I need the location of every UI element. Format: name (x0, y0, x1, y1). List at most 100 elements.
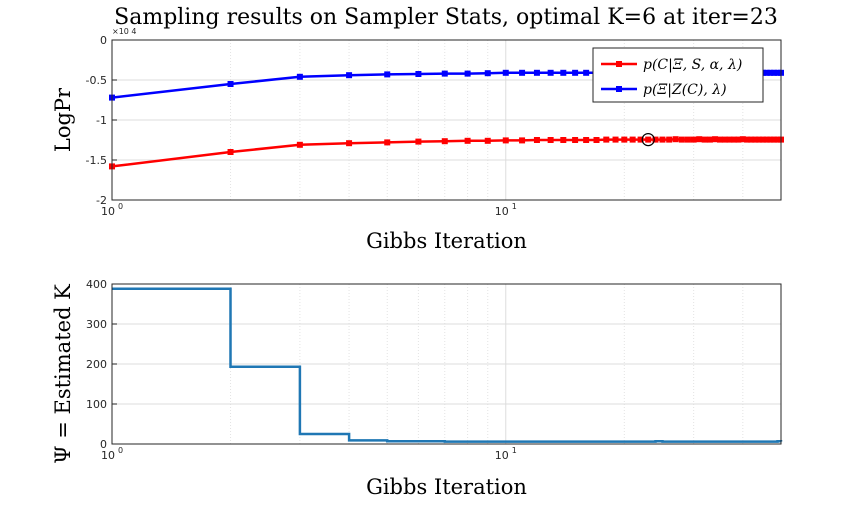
series-0-marker (533, 137, 540, 143)
estimated-k-y-tick-label: 300 (86, 318, 107, 331)
series-0-marker (672, 136, 679, 143)
series-0-marker (706, 136, 713, 143)
estimated-k-y-axis-label: Ψ = Estimated K (51, 284, 75, 464)
series-0-marker (759, 136, 766, 143)
estimated-k-step-line (112, 287, 783, 443)
series-0-marker (659, 136, 666, 143)
logpr-x-tick-exponent: 0 (118, 202, 123, 211)
logpr-x-tick-label: 10 (101, 205, 115, 218)
series-1-marker (464, 70, 471, 77)
series-0-marker (731, 136, 738, 143)
series-1-marker (560, 69, 567, 76)
estimated-k-series-layer (112, 287, 783, 443)
series-0-marker (721, 136, 728, 143)
series-0-marker (637, 136, 644, 143)
series-1-marker (384, 71, 391, 78)
logpr-y-tick-label: -0.5 (86, 74, 107, 87)
estimated-k-x-tick-label: 10 (101, 449, 115, 462)
estimated-k-y-tick-label: 200 (86, 358, 107, 371)
series-0-marker (603, 136, 610, 143)
logpr-y-tick-label: 0 (100, 34, 107, 47)
series-0-marker (519, 137, 526, 144)
estimated-k-x-tick-exponent: 1 (512, 446, 517, 455)
series-0-marker (384, 139, 391, 146)
series-1-marker (484, 70, 491, 77)
series-0-marker (645, 136, 652, 143)
series-1-marker (227, 81, 234, 87)
legend-entry-red: p(C|Ξ, S, α, λ) (601, 57, 742, 73)
logpr-y-tick-label: -2 (96, 194, 107, 207)
series-0-marker (756, 136, 763, 143)
logpr-x-ticks: 10 0 10 1 (101, 202, 517, 218)
logpr-x-tick-exponent: 1 (512, 202, 517, 211)
figure-title: Sampling results on Sampler Stats, optim… (114, 5, 778, 30)
series-0-marker (717, 136, 724, 143)
series-0-marker (712, 136, 719, 143)
series-0-marker (547, 137, 554, 143)
logpr-subplot: 0-0.5-1-1.5-2 10 0 10 1 ×10 4 LogPr Gibbs I… (51, 27, 784, 253)
logpr-x-axis-label: Gibbs Iteration (366, 229, 527, 253)
series-0-marker (752, 136, 759, 143)
series-0-marker (701, 136, 708, 143)
logpr-y-tick-label: -1 (96, 114, 107, 127)
series-0-marker (464, 137, 471, 144)
series-0-marker (774, 136, 781, 143)
series-1-marker (296, 73, 303, 80)
legend-marker-blue (616, 86, 622, 92)
logpr-y-ticks: 0 -0.5 -1 -1.5 -2 (86, 34, 117, 207)
estimated-k-x-tick-exponent: 0 (118, 446, 123, 455)
series-0-marker (572, 137, 579, 143)
series-0-marker (346, 140, 353, 147)
series-0-marker (666, 136, 673, 143)
legend-label-red: p(C|Ξ, S, α, λ) (643, 57, 742, 73)
series-0-marker (735, 136, 742, 143)
series-0-marker (726, 136, 733, 143)
series-1-marker (533, 69, 540, 76)
series-0-marker (744, 136, 751, 143)
series-0-marker (621, 136, 628, 143)
series-1-marker (767, 69, 774, 76)
estimated-k-x-tick-label: 10 (495, 449, 509, 462)
estimated-k-y-tick-label: 100 (86, 398, 107, 411)
series-1-marker (502, 69, 509, 76)
series-0-marker (227, 149, 234, 155)
series-0-marker (593, 137, 600, 143)
series-0-marker (612, 136, 619, 143)
series-1-marker (441, 70, 448, 77)
series-0-marker (763, 136, 770, 143)
series-1-marker (771, 69, 778, 76)
estimated-k-y-tick-label: 400 (86, 278, 107, 291)
series-0-marker (739, 136, 746, 143)
series-1-marker (583, 69, 590, 76)
series-0-marker (767, 136, 774, 143)
series-0-marker (629, 136, 636, 143)
series-0-marker (502, 137, 509, 144)
legend-marker-red (616, 61, 622, 67)
legend-label-blue: p(Ξ|Z(C), λ) (643, 82, 727, 98)
series-1-marker (547, 69, 554, 76)
series-0-marker (583, 137, 590, 143)
estimated-k-y-ticks: 0 100 200 300 400 (86, 278, 117, 451)
series-0-marker (441, 138, 448, 145)
legend-box (592, 47, 764, 103)
series-1-marker (572, 69, 579, 76)
series-0-marker (771, 136, 778, 143)
estimated-k-x-axis-label: Gibbs Iteration (366, 475, 527, 499)
series-0-marker (696, 136, 703, 143)
logpr-x-tick-label: 10 (495, 205, 509, 218)
series-0-marker (652, 136, 659, 143)
estimated-k-y-tick-label: 0 (100, 438, 107, 451)
series-0-marker (415, 138, 422, 145)
series-1-marker (415, 71, 422, 77)
series-0-marker (748, 136, 755, 143)
series-0-marker (690, 136, 697, 143)
series-1-marker (346, 72, 353, 79)
series-0-marker (684, 136, 691, 143)
series-1-marker (519, 69, 526, 76)
series-1-marker (763, 69, 770, 76)
estimated-k-grid (112, 284, 782, 444)
legend-entry-blue: p(Ξ|Z(C), λ) (601, 82, 727, 98)
series-0-marker (484, 137, 491, 144)
